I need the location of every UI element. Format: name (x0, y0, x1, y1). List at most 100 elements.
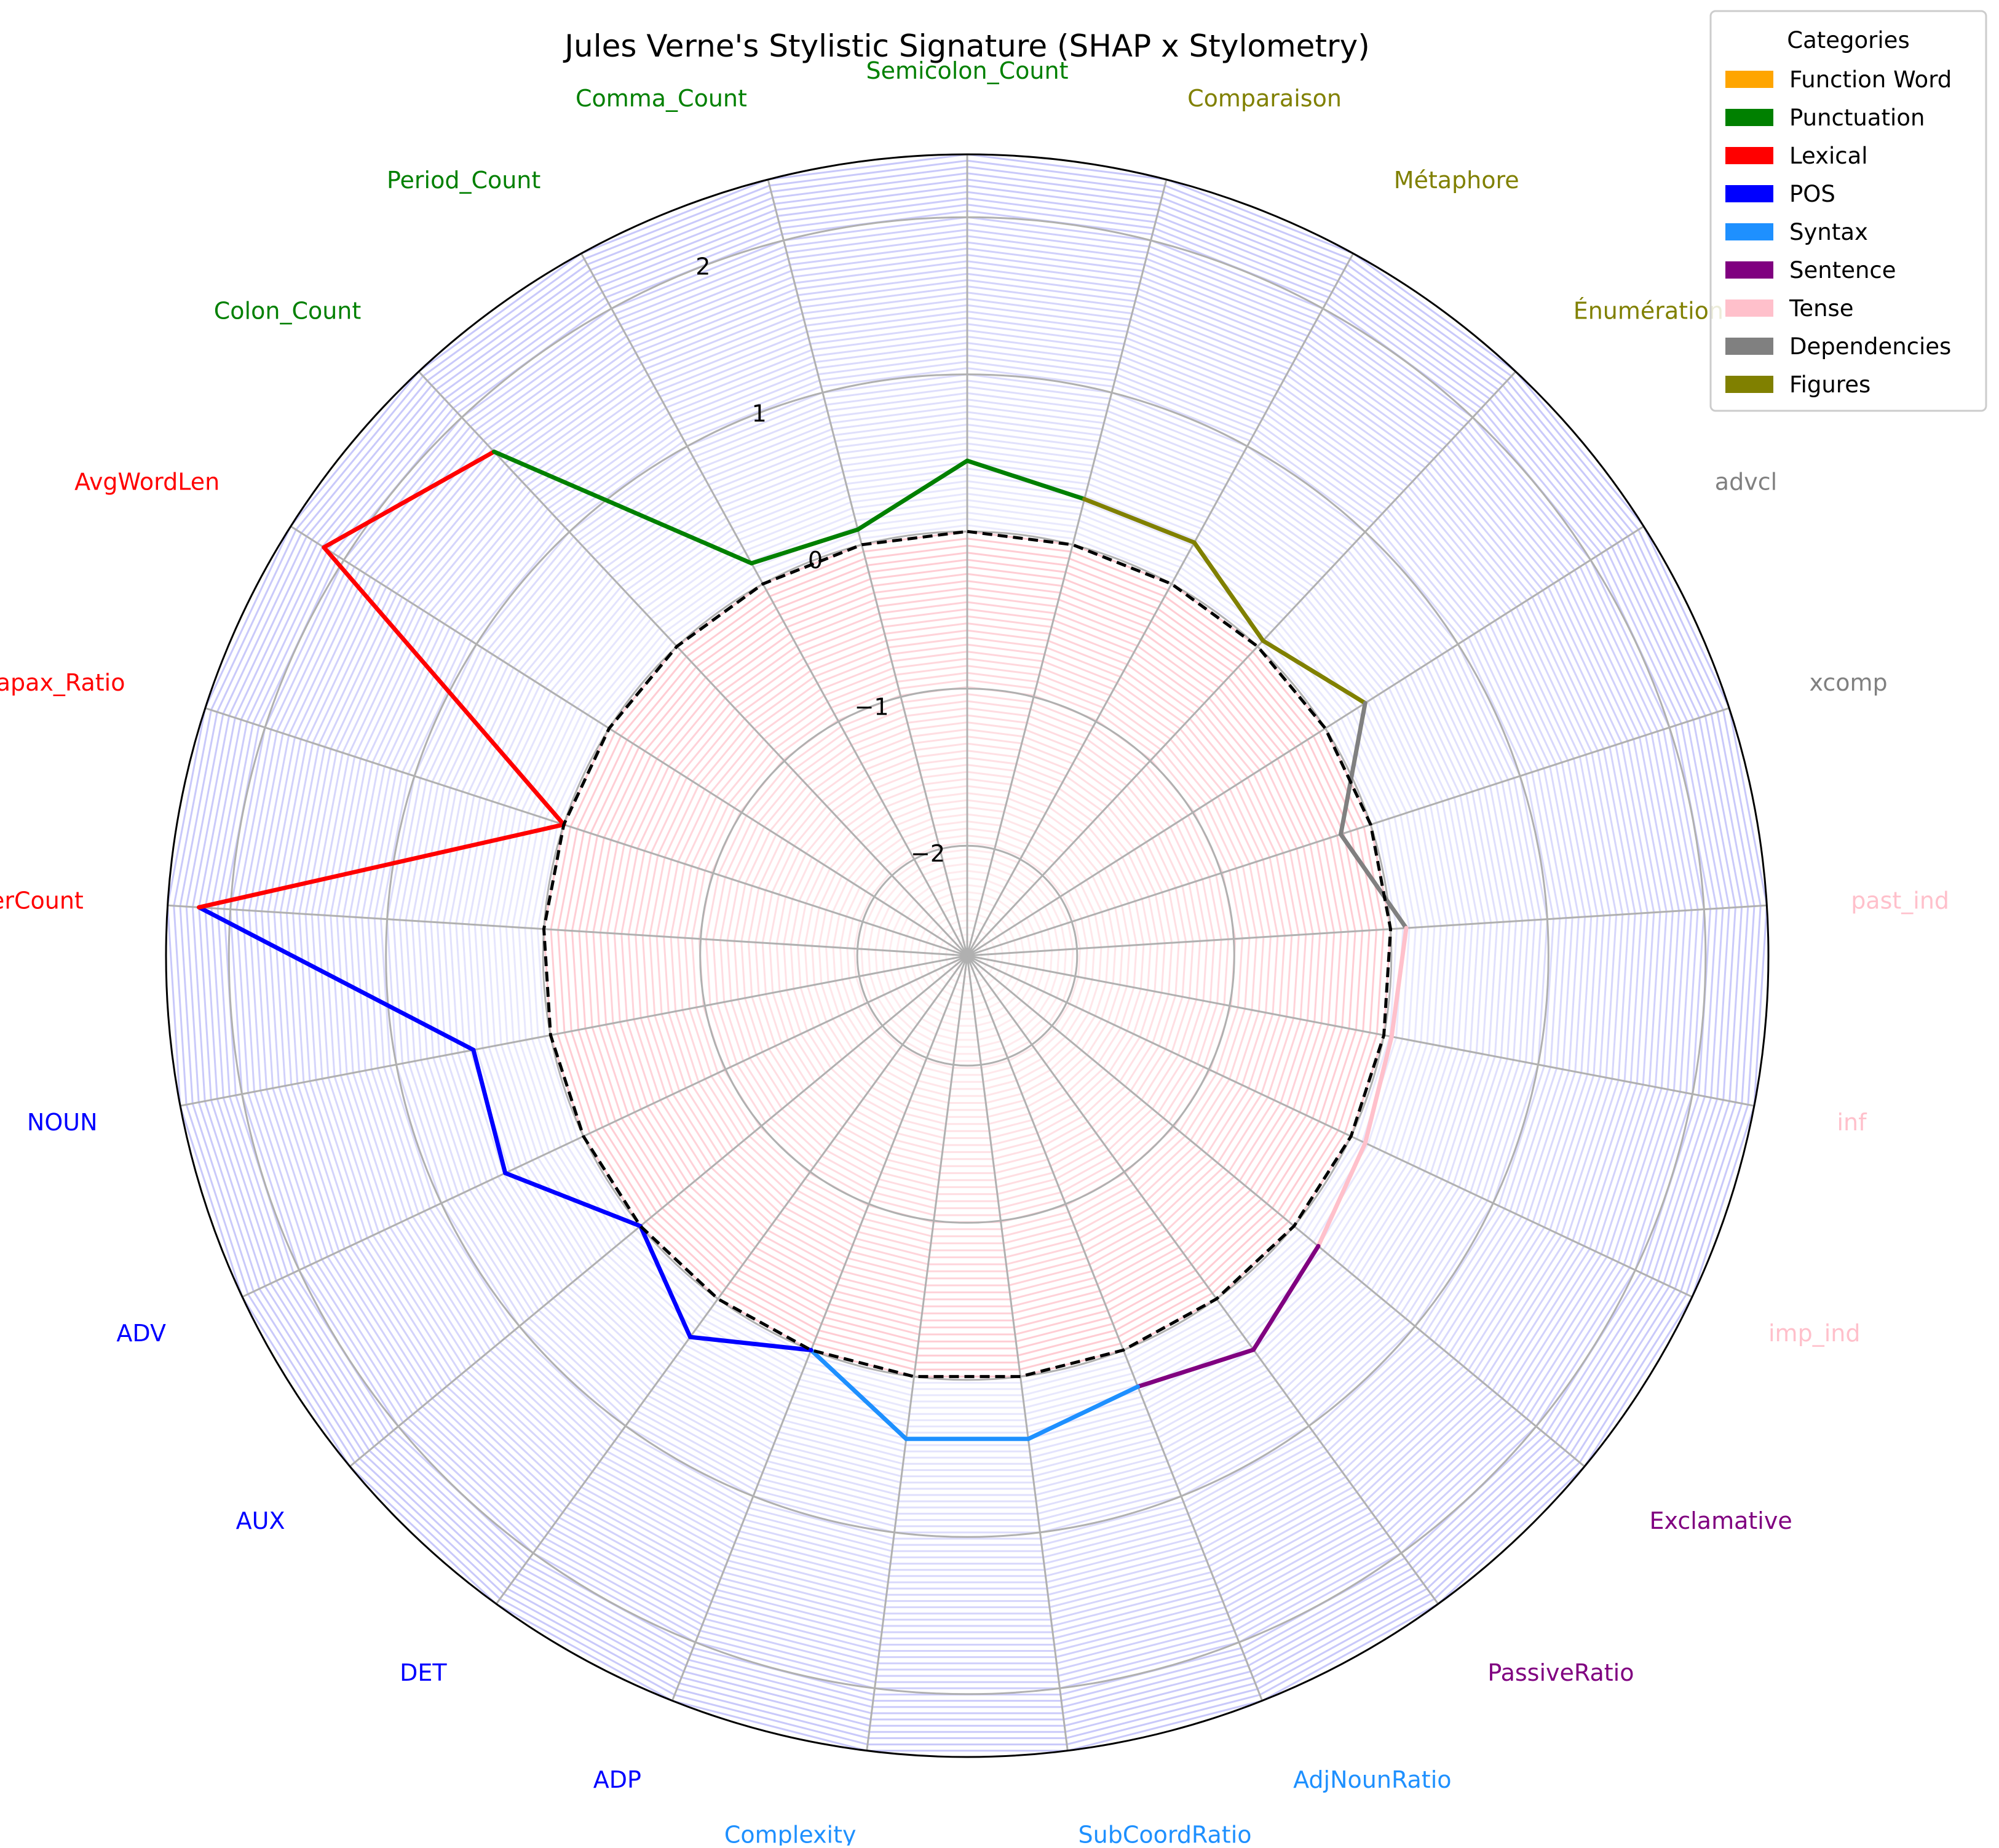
shading-ring-positive (261, 247, 1674, 1659)
grid-spoke (967, 954, 1585, 1467)
shading-ring-negative (606, 594, 1328, 1315)
feature-label-adp: ADP (593, 1766, 641, 1793)
shading-ring-negative (585, 573, 1350, 1336)
shading-ring-negative (733, 721, 1201, 1188)
grid-spoke (495, 955, 968, 1604)
series-segment-exclamative (1251, 1243, 1321, 1352)
legend-label: Sentence (1789, 257, 1896, 284)
legend-title: Categories (1787, 27, 1909, 54)
shading-ring-negative (571, 558, 1364, 1350)
shading-ring-positive (367, 354, 1567, 1552)
shading-ring-negative (917, 905, 1018, 1006)
shading-ring-negative (903, 890, 1032, 1020)
outer-circle (165, 153, 1770, 1758)
feature-label-det: DET (400, 1659, 447, 1686)
grid-spoke (966, 371, 1517, 957)
series-segment-comma_count (855, 458, 970, 532)
baseline-polygon (542, 529, 1393, 1378)
grid-spoke (242, 954, 968, 1298)
shading-ring-positive (317, 304, 1618, 1602)
shading-ring-negative (804, 792, 1131, 1118)
shading-ring-negative (620, 608, 1314, 1301)
shading-ring-negative (635, 622, 1300, 1287)
shading-ring-negative (592, 580, 1342, 1328)
legend-swatch (1725, 109, 1773, 126)
shading-ring-negative (783, 771, 1152, 1140)
shading-ring-positive (499, 486, 1436, 1421)
shading-ring-positive (267, 253, 1668, 1652)
shading-ring-positive (386, 373, 1548, 1534)
shading-ring-negative (627, 615, 1307, 1293)
legend-items: Function Word Punctuation Lexical POS Syntax… (1725, 66, 1952, 398)
series-layer (197, 450, 1409, 1442)
legend-swatch (1725, 223, 1773, 240)
shading-ring-positive (417, 405, 1518, 1502)
shading-ring-negative (797, 785, 1138, 1125)
series-segment-semicolon_count (965, 458, 1087, 502)
series-segment-imp_ind (1316, 1141, 1368, 1248)
shading-ring-negative (775, 764, 1159, 1146)
series-segment-adjnounratio (1026, 1384, 1140, 1442)
radial-tick-label: −1 (855, 693, 889, 720)
series-segment-colon_count (492, 450, 754, 566)
shading-ring-positive (204, 191, 1730, 1715)
shading-ring-positive (524, 511, 1411, 1397)
series-segment-markercount (197, 822, 566, 910)
shading-ring-negative (556, 544, 1378, 1364)
shading-ring-negative (719, 707, 1216, 1202)
shading-ring-negative (818, 806, 1117, 1104)
shading-ring-positive (216, 204, 1718, 1702)
legend-label: Syntax (1789, 219, 1868, 245)
legend-swatch (1725, 71, 1773, 88)
shading-ring-positive (242, 229, 1693, 1677)
shading-ring-negative (761, 750, 1173, 1160)
chart-title: Jules Verne's Stylistic Signature (SHAP … (563, 28, 1369, 64)
series-segment-adv (471, 1047, 508, 1175)
shading-ring-positive (505, 493, 1430, 1415)
feature-label-imp_ind: imp_ind (1768, 1320, 1860, 1347)
shading-ring-positive (436, 423, 1498, 1484)
radial-tick-label: −2 (911, 840, 945, 867)
shading-ring-negative (867, 855, 1067, 1055)
shading-ring-negative (846, 834, 1088, 1076)
shading-ring-positive (254, 241, 1680, 1665)
feature-label-passiveratio: PassiveRatio (1487, 1659, 1634, 1686)
shading-ring-negative (769, 756, 1166, 1153)
feature-labels: Semicolon_Count Comparaison Métaphore Énumé… (0, 57, 1949, 1848)
series-segment-aux (503, 1171, 643, 1229)
series-segment-period_count (749, 527, 860, 566)
shading-ring-negative (684, 672, 1251, 1237)
shading-ring-positive (473, 461, 1461, 1446)
shading-ring-positive (191, 178, 1743, 1727)
shading-ring-positive (198, 184, 1736, 1721)
shading-ring-positive (330, 317, 1605, 1590)
shading-ring-positive (448, 436, 1486, 1471)
radial-tick-labels: −2 −1 0 1 2 (695, 253, 945, 867)
radial-grid (165, 153, 1770, 1758)
shading-ring-positive (373, 360, 1561, 1546)
series-segment-comparaison (1082, 497, 1197, 545)
shading-ring-positive (273, 260, 1661, 1646)
legend-swatch (1725, 185, 1773, 202)
legend-label: Tense (1789, 295, 1854, 322)
shading-ring-positive (285, 272, 1649, 1633)
shading-ring-negative (747, 736, 1187, 1175)
shading-ring-positive (229, 216, 1705, 1689)
shading-ring-negative (641, 629, 1293, 1280)
shading-ring-positive (210, 197, 1724, 1708)
shading-ring-positive (179, 165, 1756, 1739)
series-segment-métaphore (1192, 540, 1265, 643)
shading-ring-positive (348, 335, 1586, 1571)
shading-ring-positive (304, 291, 1630, 1615)
feature-label-avgwordlen: AvgWordLen (74, 468, 220, 495)
shading-ring-positive (342, 329, 1593, 1577)
shading-ring-positive (493, 480, 1442, 1427)
shading-ring-positive (248, 235, 1687, 1671)
feature-label-markercount: MarkerCount (0, 887, 84, 914)
series-segment-avgwordlen (322, 450, 496, 550)
feature-label-past_ind: past_ind (1851, 887, 1949, 914)
radial-tick-label: 0 (808, 547, 823, 574)
shading-ring-positive (536, 524, 1398, 1384)
shading-ring-positive (430, 417, 1505, 1490)
